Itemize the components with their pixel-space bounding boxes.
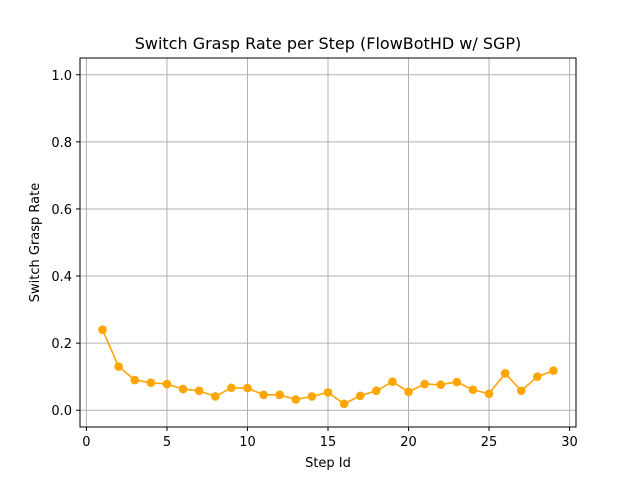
x-tick-label: 5 [163,435,171,450]
x-tick-label: 30 [561,435,578,450]
data-point [275,390,284,400]
y-tick-label: 1.0 [51,69,72,84]
data-point [388,377,397,387]
data-point [227,383,236,393]
series-layer [98,325,558,409]
chart-title: Switch Grasp Rate per Step (FlowBotHD w/… [135,34,522,53]
x-axis-label: Step Id [305,456,351,471]
data-point [355,391,365,401]
data-point [259,390,268,400]
data-point [130,375,140,385]
y-tick-label: 0.2 [51,337,72,352]
data-point [484,389,494,399]
data-point [516,386,526,396]
x-tick-label: 20 [400,435,417,450]
data-point [339,399,349,409]
grid [80,58,576,427]
data-point [146,378,156,388]
data-point [420,379,429,389]
data-point [436,380,446,390]
data-point [194,386,204,396]
data-point [452,377,462,387]
x-tick-label: 10 [239,435,256,450]
data-point [549,366,558,375]
data-point [500,369,510,378]
data-point [533,372,542,381]
y-tick-label: 0.8 [51,136,72,151]
data-point [468,385,478,395]
data-point [243,383,252,393]
y-tick-label: 0.4 [51,270,72,285]
x-tick-label: 0 [82,435,90,450]
axis-ticks: 0 5 10 15 20 25 30 0.0 0.2 0.4 0.6 0.8 1.0 [51,69,578,450]
data-point [178,384,188,394]
data-point [323,388,333,397]
x-tick-label: 25 [481,435,498,450]
data-point [404,387,413,397]
data-point [372,386,381,396]
data-point [307,392,317,401]
y-axis-label: Switch Grasp Rate [28,183,43,302]
data-point [210,392,220,401]
data-point [162,379,172,389]
y-tick-label: 0.6 [51,203,72,218]
data-point [114,362,123,371]
x-tick-label: 15 [320,435,337,450]
data-point [98,325,107,335]
y-tick-label: 0.0 [51,404,72,419]
data-point [291,395,301,404]
